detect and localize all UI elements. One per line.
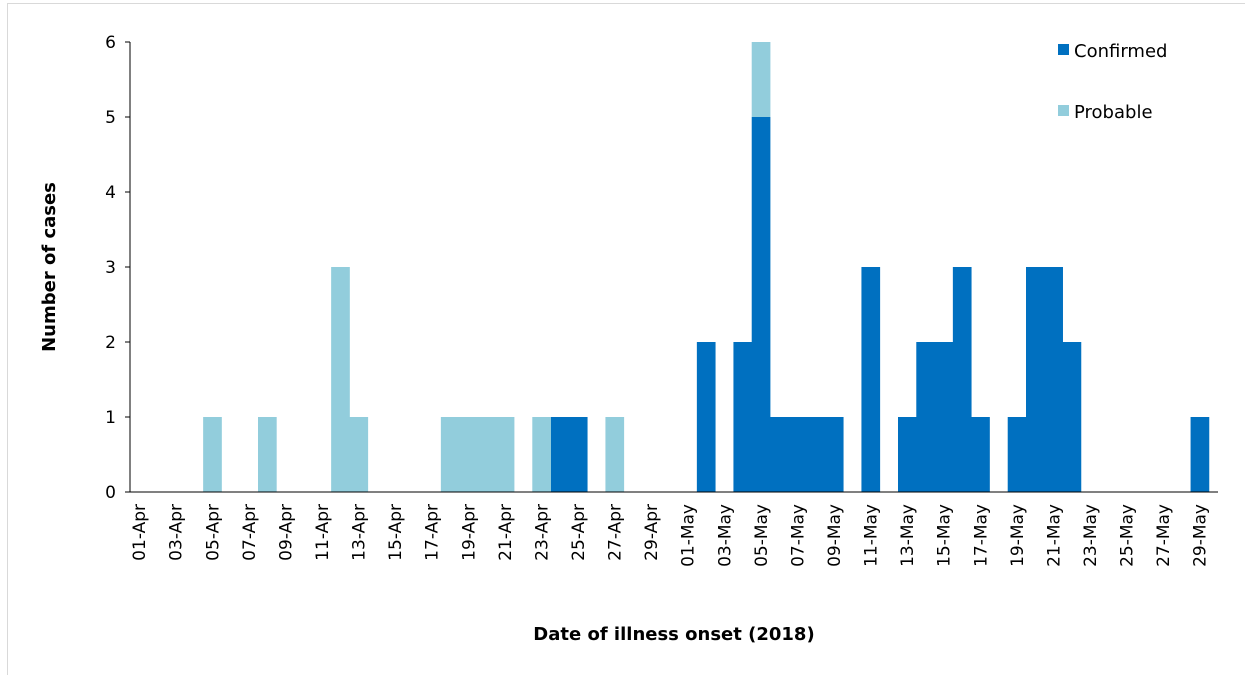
x-tick-label: 17-Apr (423, 504, 443, 561)
x-tick-label: 01-May (679, 504, 699, 567)
bar-probable-18-Apr (440, 417, 460, 492)
x-tick-label: 07-May (788, 504, 808, 567)
bar-confirmed-06-May (770, 417, 789, 492)
bar-probable-19-Apr (459, 417, 478, 492)
y-tick-label: 2 (105, 333, 116, 353)
legend-label-probable: Probable (1074, 102, 1153, 123)
x-axis: 01-Apr 03-Apr 05-Apr 07-Apr 09-Apr 11-Apr 13-A… (130, 491, 1218, 567)
bar-confirmed-09-May (824, 417, 844, 492)
x-tick-label: 23-Apr (532, 504, 552, 561)
bar-confirmed-17-May (971, 417, 990, 492)
bars-layer (203, 42, 1210, 492)
x-tick-label: 03-May (715, 504, 735, 567)
bar-confirmed-13-May (898, 417, 917, 492)
bar-confirmed-21-May (1044, 267, 1063, 492)
x-tick-label: 05-May (752, 504, 772, 567)
x-axis-title: Date of illness onset (2018) (533, 624, 814, 645)
bar-confirmed-07-May (788, 417, 807, 492)
y-tick-label: 3 (105, 258, 116, 278)
bar-confirmed-19-May (1007, 417, 1027, 492)
chart-frame (7, 3, 1245, 675)
bar-probable-05-May (751, 42, 771, 117)
x-tick-label: 27-May (1154, 504, 1174, 567)
bar-probable-08-Apr (258, 417, 277, 492)
legend-label-confirmed: Confirmed (1074, 41, 1167, 62)
bar-confirmed-02-May (696, 342, 716, 492)
x-tick-label: 19-Apr (459, 504, 479, 561)
bar-confirmed-11-May (861, 267, 881, 492)
bar-confirmed-05-May (751, 117, 771, 492)
legend: Confirmed Probable (1058, 41, 1167, 123)
x-tick-label: 29-May (1191, 504, 1211, 567)
y-axis-title: Number of cases (39, 182, 60, 352)
x-tick-label: 09-Apr (276, 504, 296, 561)
bar-probable-20-Apr (477, 417, 497, 492)
bar-probable-13-Apr (349, 417, 369, 492)
x-tick-label: 29-Apr (642, 504, 662, 561)
y-tick-label: 1 (105, 408, 116, 428)
y-axis: 0 1 2 3 4 5 6 (105, 33, 131, 503)
bar-confirmed-16-May (952, 267, 972, 492)
x-tick-label: 11-Apr (313, 504, 333, 561)
bar-confirmed-04-May (733, 342, 753, 492)
bar-probable-05-Apr (203, 417, 222, 492)
x-tick-label: 09-May (825, 504, 845, 567)
bar-probable-27-Apr (605, 417, 625, 492)
bar-probable-23-Apr (532, 417, 551, 492)
x-tick-label: 19-May (1008, 504, 1028, 567)
bar-confirmed-15-May (934, 342, 954, 492)
x-tick-label: 07-Apr (240, 504, 260, 561)
x-tick-label: 13-May (898, 504, 918, 567)
x-tick-label: 21-May (1044, 504, 1064, 567)
x-tick-label: 25-May (1118, 504, 1138, 567)
bar-confirmed-20-May (1026, 267, 1045, 492)
legend-swatch-probable (1058, 105, 1069, 116)
y-tick-label: 0 (105, 483, 116, 503)
y-tick-label: 4 (105, 183, 116, 203)
x-tick-label: 17-May (971, 504, 991, 567)
x-tick-label: 13-Apr (350, 504, 370, 561)
x-tick-label: 01-Apr (130, 504, 150, 561)
x-tick-label: 21-Apr (496, 504, 516, 561)
bar-confirmed-29-May (1190, 417, 1210, 492)
y-tick-label: 5 (105, 108, 116, 128)
x-tick-label: 11-May (862, 504, 882, 567)
x-tick-label: 15-May (935, 504, 955, 567)
bar-probable-21-Apr (495, 417, 515, 492)
x-tick-label: 03-Apr (167, 504, 187, 561)
x-tick-label: 05-Apr (203, 504, 223, 561)
bar-confirmed-25-Apr (568, 417, 588, 492)
bar-probable-12-Apr (331, 267, 350, 492)
x-tick-label: 27-Apr (606, 504, 626, 561)
x-tick-label: 25-Apr (569, 504, 589, 561)
x-tick-label: 15-Apr (386, 504, 406, 561)
bar-confirmed-22-May (1062, 342, 1082, 492)
legend-swatch-confirmed (1058, 44, 1069, 55)
bar-confirmed-24-Apr (550, 417, 570, 492)
bar-confirmed-08-May (806, 417, 826, 492)
y-tick-label: 6 (105, 33, 116, 53)
x-tick-label: 23-May (1081, 504, 1101, 567)
bar-confirmed-14-May (916, 342, 935, 492)
